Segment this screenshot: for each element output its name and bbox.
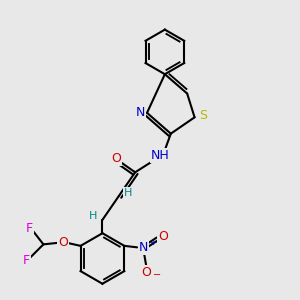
Text: O: O (158, 230, 168, 243)
Text: O: O (58, 236, 68, 249)
Text: O: O (111, 152, 121, 165)
Text: O: O (142, 266, 152, 279)
Text: F: F (26, 222, 33, 235)
Text: S: S (199, 109, 207, 122)
Text: H: H (124, 188, 133, 197)
Text: F: F (23, 254, 30, 267)
Text: +: + (149, 238, 157, 247)
Text: NH: NH (151, 149, 170, 162)
Text: N: N (136, 106, 145, 119)
Text: H: H (89, 211, 97, 221)
Text: −: − (153, 270, 161, 280)
Text: N: N (139, 241, 148, 254)
